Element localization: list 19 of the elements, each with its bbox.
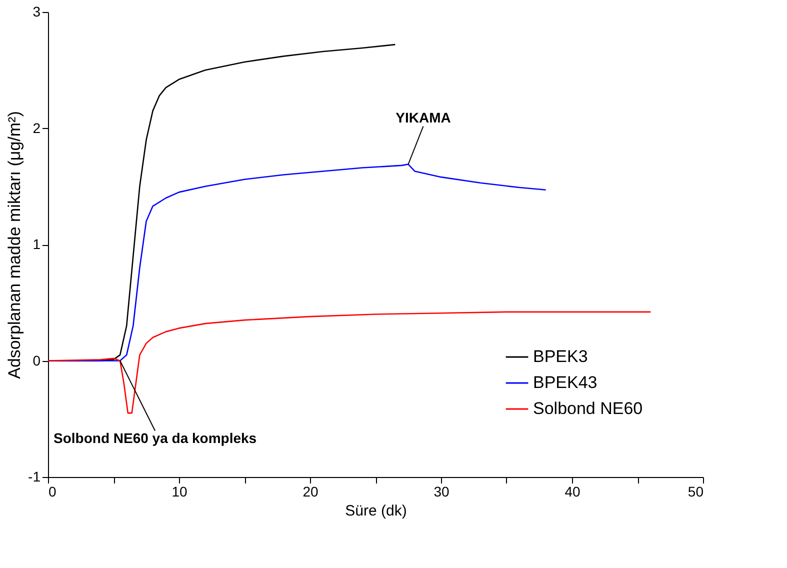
legend-label: BPEK3: [533, 347, 588, 366]
y-tick-label: 3: [32, 4, 41, 20]
x-tick-label: 20: [302, 484, 318, 500]
x-axis-title: Süre (dk): [345, 502, 407, 520]
x-tick-label: 10: [172, 484, 188, 500]
y-tick-label: 2: [32, 120, 41, 136]
x-tick-label: 30: [434, 484, 450, 500]
x-tick-label: 50: [688, 484, 704, 500]
legend-label: Solbond NE60: [533, 399, 643, 418]
x-tick-label: 40: [564, 484, 580, 500]
line-series: [47, 311, 652, 414]
legend-label: BPEK43: [533, 373, 598, 392]
y-tick-label: 0: [32, 352, 41, 368]
y-tick-label: 1: [32, 236, 41, 252]
y-axis-title: Adsorplanan madde miktarı (μg/m²): [5, 111, 24, 379]
annotation: Solbond NE60 ya da kompleks: [54, 430, 257, 446]
y-tick-label: -1: [28, 468, 41, 484]
annotation: YIKAMA: [396, 109, 451, 126]
x-tick-label: 0: [48, 484, 56, 500]
